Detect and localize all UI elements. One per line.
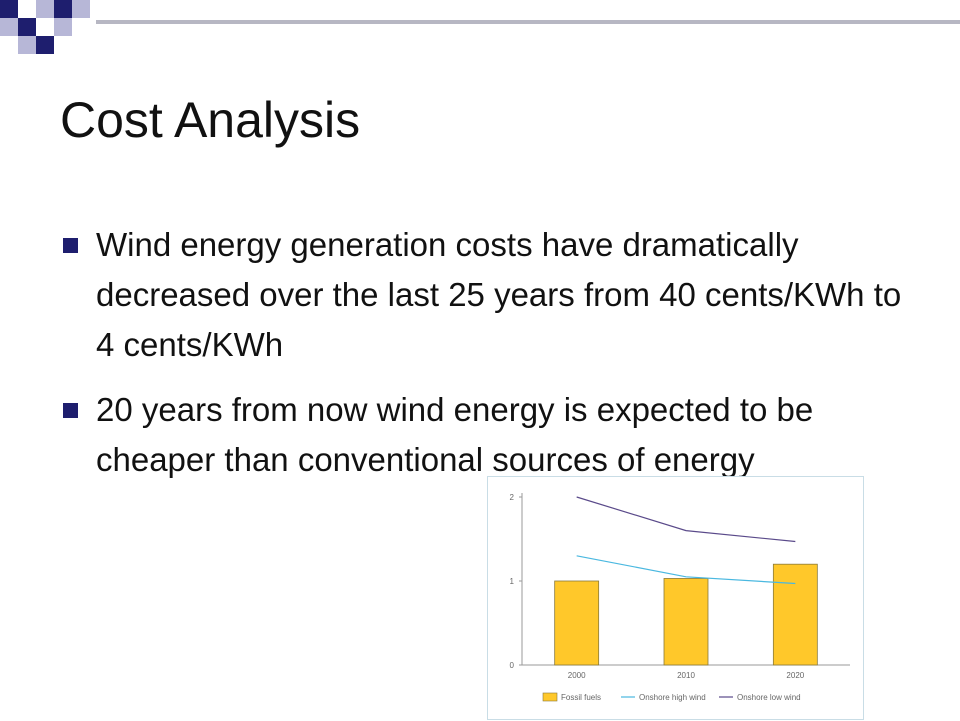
deco-square	[18, 36, 36, 54]
deco-square	[54, 18, 72, 36]
top-rule	[96, 20, 960, 24]
chart-svg: 0 1 2 2000 2010 2020 Fossil fuels Onshore high …	[510, 493, 850, 702]
deco-square	[0, 18, 18, 36]
y-tick-label: 2	[510, 493, 515, 502]
bullet-item: Wind energy generation costs have dramat…	[60, 220, 920, 370]
deco-square	[36, 36, 54, 54]
bullet-item: 20 years from now wind energy is expecte…	[60, 385, 920, 485]
legend-label: Onshore high wind	[639, 693, 706, 702]
deco-square	[36, 0, 54, 18]
deco-square	[0, 0, 18, 18]
series-line	[576, 555, 796, 585]
cost-chart: 0 1 2 2000 2010 2020 Fossil fuels Onshore high …	[487, 476, 864, 720]
deco-square	[54, 0, 72, 18]
deco-square	[72, 0, 90, 18]
bar	[772, 563, 818, 666]
x-tick-label: 2020	[786, 671, 804, 680]
x-tick-label: 2010	[677, 671, 695, 680]
bullet-list: Wind energy generation costs have dramat…	[60, 220, 920, 500]
bar	[554, 580, 600, 666]
square-bullet-icon	[63, 238, 78, 253]
legend-label: Fossil fuels	[561, 693, 601, 702]
y-tick-label: 0	[510, 661, 515, 670]
deco-square	[18, 18, 36, 36]
y-tick-label: 1	[510, 577, 515, 586]
x-tick-label: 2000	[568, 671, 586, 680]
legend-label: Onshore low wind	[737, 693, 801, 702]
bar	[663, 578, 709, 666]
series-line	[576, 496, 796, 543]
bullet-text: Wind energy generation costs have dramat…	[96, 226, 902, 363]
slide-title: Cost Analysis	[60, 92, 361, 148]
legend-swatch	[542, 692, 558, 702]
square-bullet-icon	[63, 403, 78, 418]
bullet-text: 20 years from now wind energy is expecte…	[96, 391, 814, 478]
